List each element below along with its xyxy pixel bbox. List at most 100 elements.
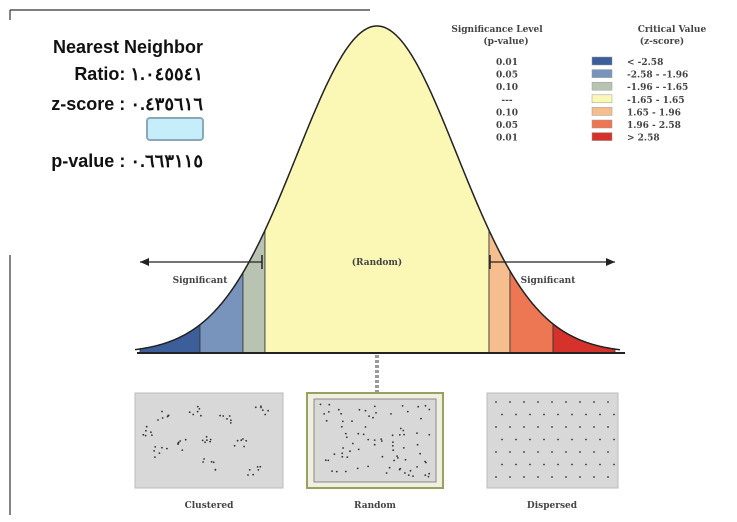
- pattern-dot: [154, 456, 156, 458]
- pattern-label: Dispersed: [527, 501, 578, 511]
- legend-z: -2.58 - -1.96: [627, 71, 688, 81]
- pattern-dot: [557, 463, 559, 466]
- pattern-dot: [259, 465, 262, 468]
- legend-swatch: [591, 132, 613, 141]
- pattern-dot: [327, 459, 330, 462]
- ratio: Ratio: ١.٠٤٥٥٤١: [74, 64, 203, 84]
- pattern-dot: [256, 466, 259, 468]
- pattern-dot: [406, 410, 409, 413]
- pattern-dot: [166, 415, 169, 418]
- pattern-dot: [341, 420, 344, 423]
- pattern-dot: [161, 417, 164, 419]
- pattern-dot: [196, 405, 199, 408]
- pattern-dot: [537, 401, 539, 403]
- legend-swatch: [591, 81, 613, 91]
- legend-p: ---: [501, 96, 512, 106]
- pattern-dot: [593, 426, 595, 428]
- pattern-dot: [229, 422, 232, 424]
- pattern-dot: [367, 465, 369, 468]
- pattern-dot: [209, 438, 212, 441]
- pattern-dot: [565, 476, 567, 478]
- pattern-dot: [537, 476, 539, 478]
- pattern-dot: [571, 413, 573, 416]
- legend-header: (z-score): [640, 36, 684, 47]
- pattern-dot: [145, 429, 147, 432]
- pattern-dot: [323, 413, 325, 415]
- pattern-dot: [362, 433, 365, 436]
- pattern-dot: [401, 405, 404, 407]
- result-title: Nearest Neighbor: [53, 37, 203, 57]
- pattern-dot: [428, 408, 431, 411]
- pattern-dot: [607, 476, 609, 478]
- pattern-dot: [166, 447, 168, 450]
- pattern-dot: [345, 436, 348, 439]
- pattern-dot: [416, 466, 418, 468]
- pattern-dot: [424, 460, 426, 463]
- pattern-dot: [188, 411, 191, 414]
- legend-p: 0.01: [496, 58, 518, 68]
- pattern-dot: [509, 451, 511, 453]
- pattern-dot: [571, 438, 573, 441]
- pattern-dot: [543, 438, 545, 441]
- pattern-dot: [495, 451, 497, 453]
- pattern-dot: [247, 474, 249, 476]
- pattern-dot: [593, 476, 595, 478]
- pattern-dot: [264, 413, 267, 416]
- pattern-dot: [254, 406, 257, 409]
- pattern-dot: [324, 459, 327, 462]
- region-label: Significant: [173, 276, 229, 286]
- pattern-dot: [373, 405, 376, 408]
- pattern-dot: [565, 401, 567, 403]
- pattern-dot: [357, 432, 360, 435]
- pattern-dot: [495, 426, 497, 428]
- pattern-dot: [409, 469, 412, 472]
- pattern-dot: [579, 476, 581, 478]
- pattern-dot: [495, 401, 497, 403]
- pattern-dot: [385, 472, 388, 474]
- pattern-dot: [181, 449, 184, 451]
- input-box[interactable]: [146, 117, 204, 141]
- pattern-dot: [341, 452, 344, 455]
- pattern-dot: [579, 426, 581, 428]
- pattern-box: [134, 392, 284, 489]
- curve-region: [552, 323, 616, 354]
- pattern-dot: [495, 476, 497, 478]
- legend-swatch: [591, 107, 613, 116]
- pattern-dot: [340, 412, 342, 415]
- pattern-dot: [523, 451, 525, 453]
- pattern-dot: [328, 403, 331, 406]
- pattern-dot: [579, 401, 581, 403]
- pattern-dot: [571, 463, 573, 466]
- pattern-dot: [372, 416, 374, 419]
- pattern-dot: [428, 472, 431, 475]
- pattern-dot: [424, 404, 427, 407]
- pattern-dot: [515, 438, 517, 441]
- pattern-dot: [219, 414, 222, 417]
- pattern-dot: [593, 451, 595, 453]
- legend-swatch: [591, 56, 613, 66]
- pattern-dot: [331, 470, 333, 472]
- curve-region: [264, 25, 490, 354]
- pattern-dot: [240, 439, 243, 442]
- pattern-dot: [373, 443, 376, 446]
- pattern-dot: [202, 461, 205, 463]
- pattern-dot: [222, 415, 225, 417]
- pattern-dot: [390, 413, 392, 415]
- pattern-dot: [599, 463, 601, 466]
- pattern-dot: [543, 463, 545, 466]
- pattern-dot: [261, 409, 264, 411]
- pattern-dot: [529, 463, 531, 466]
- pattern-dot: [230, 419, 232, 422]
- legend-z: 1.96 - 2.58: [627, 121, 681, 131]
- pattern-dot: [367, 438, 370, 441]
- pattern-dot: [543, 413, 545, 416]
- pattern-dot: [501, 413, 503, 416]
- pattern-dot: [364, 426, 367, 428]
- pattern-dot: [607, 426, 609, 428]
- pattern-dot: [344, 432, 347, 435]
- arrow-head: [140, 258, 149, 266]
- pattern-dot: [397, 457, 399, 459]
- pattern-dot: [392, 449, 395, 452]
- pattern-dot: [153, 450, 156, 452]
- pattern-dot: [380, 438, 383, 440]
